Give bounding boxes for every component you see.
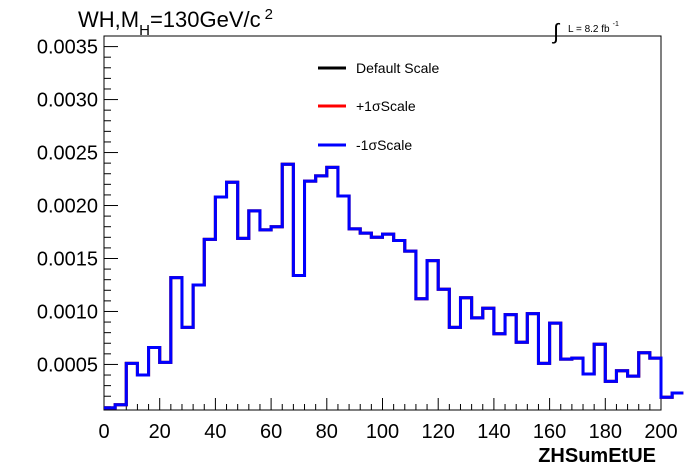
x-tick-label: 180 [589, 421, 622, 443]
x-tick-label: 40 [204, 421, 226, 443]
x-tick-label: 200 [644, 421, 677, 443]
chart-title: WH,MH=130GeV/c 2 [78, 6, 273, 39]
series-line-minus-1sigma-scale [104, 162, 684, 410]
y-tick-label: 0.0025 [37, 143, 98, 165]
x-tick-label: 0 [98, 421, 109, 443]
y-tick-label: 0.0030 [37, 90, 98, 112]
integral-symbol: ∫ [551, 19, 561, 44]
x-tick-label: 160 [533, 421, 566, 443]
x-tick-label: 80 [316, 421, 338, 443]
x-axis-label: ZHSumEtUE [538, 445, 656, 467]
y-tick-label: 0.0005 [37, 354, 98, 376]
legend: Default Scale +1σScale -1σScale [318, 60, 439, 153]
y-tick-label: 0.0015 [37, 248, 98, 270]
luminosity-label: L = 8.2 fb -1 [568, 21, 619, 35]
legend-label-plus-1sigma-scale: +1σScale [356, 98, 416, 114]
x-tick-label: 20 [149, 421, 171, 443]
legend-label-minus-1sigma-scale: -1σScale [356, 137, 412, 153]
y-tick-label: 0.0010 [37, 301, 98, 323]
y-tick-label: 0.0020 [37, 196, 98, 218]
x-tick-label: 120 [422, 421, 455, 443]
x-tick-label: 140 [477, 421, 510, 443]
y-tick-label: 0.0035 [37, 37, 98, 59]
x-tick-label: 60 [260, 421, 282, 443]
plot-area: 0 20 40 60 80 100 120 140 160 180 200 0.0005 0.0010 0… [37, 35, 684, 443]
legend-label-default-scale: Default Scale [356, 60, 439, 76]
x-tick-label: 100 [366, 421, 399, 443]
